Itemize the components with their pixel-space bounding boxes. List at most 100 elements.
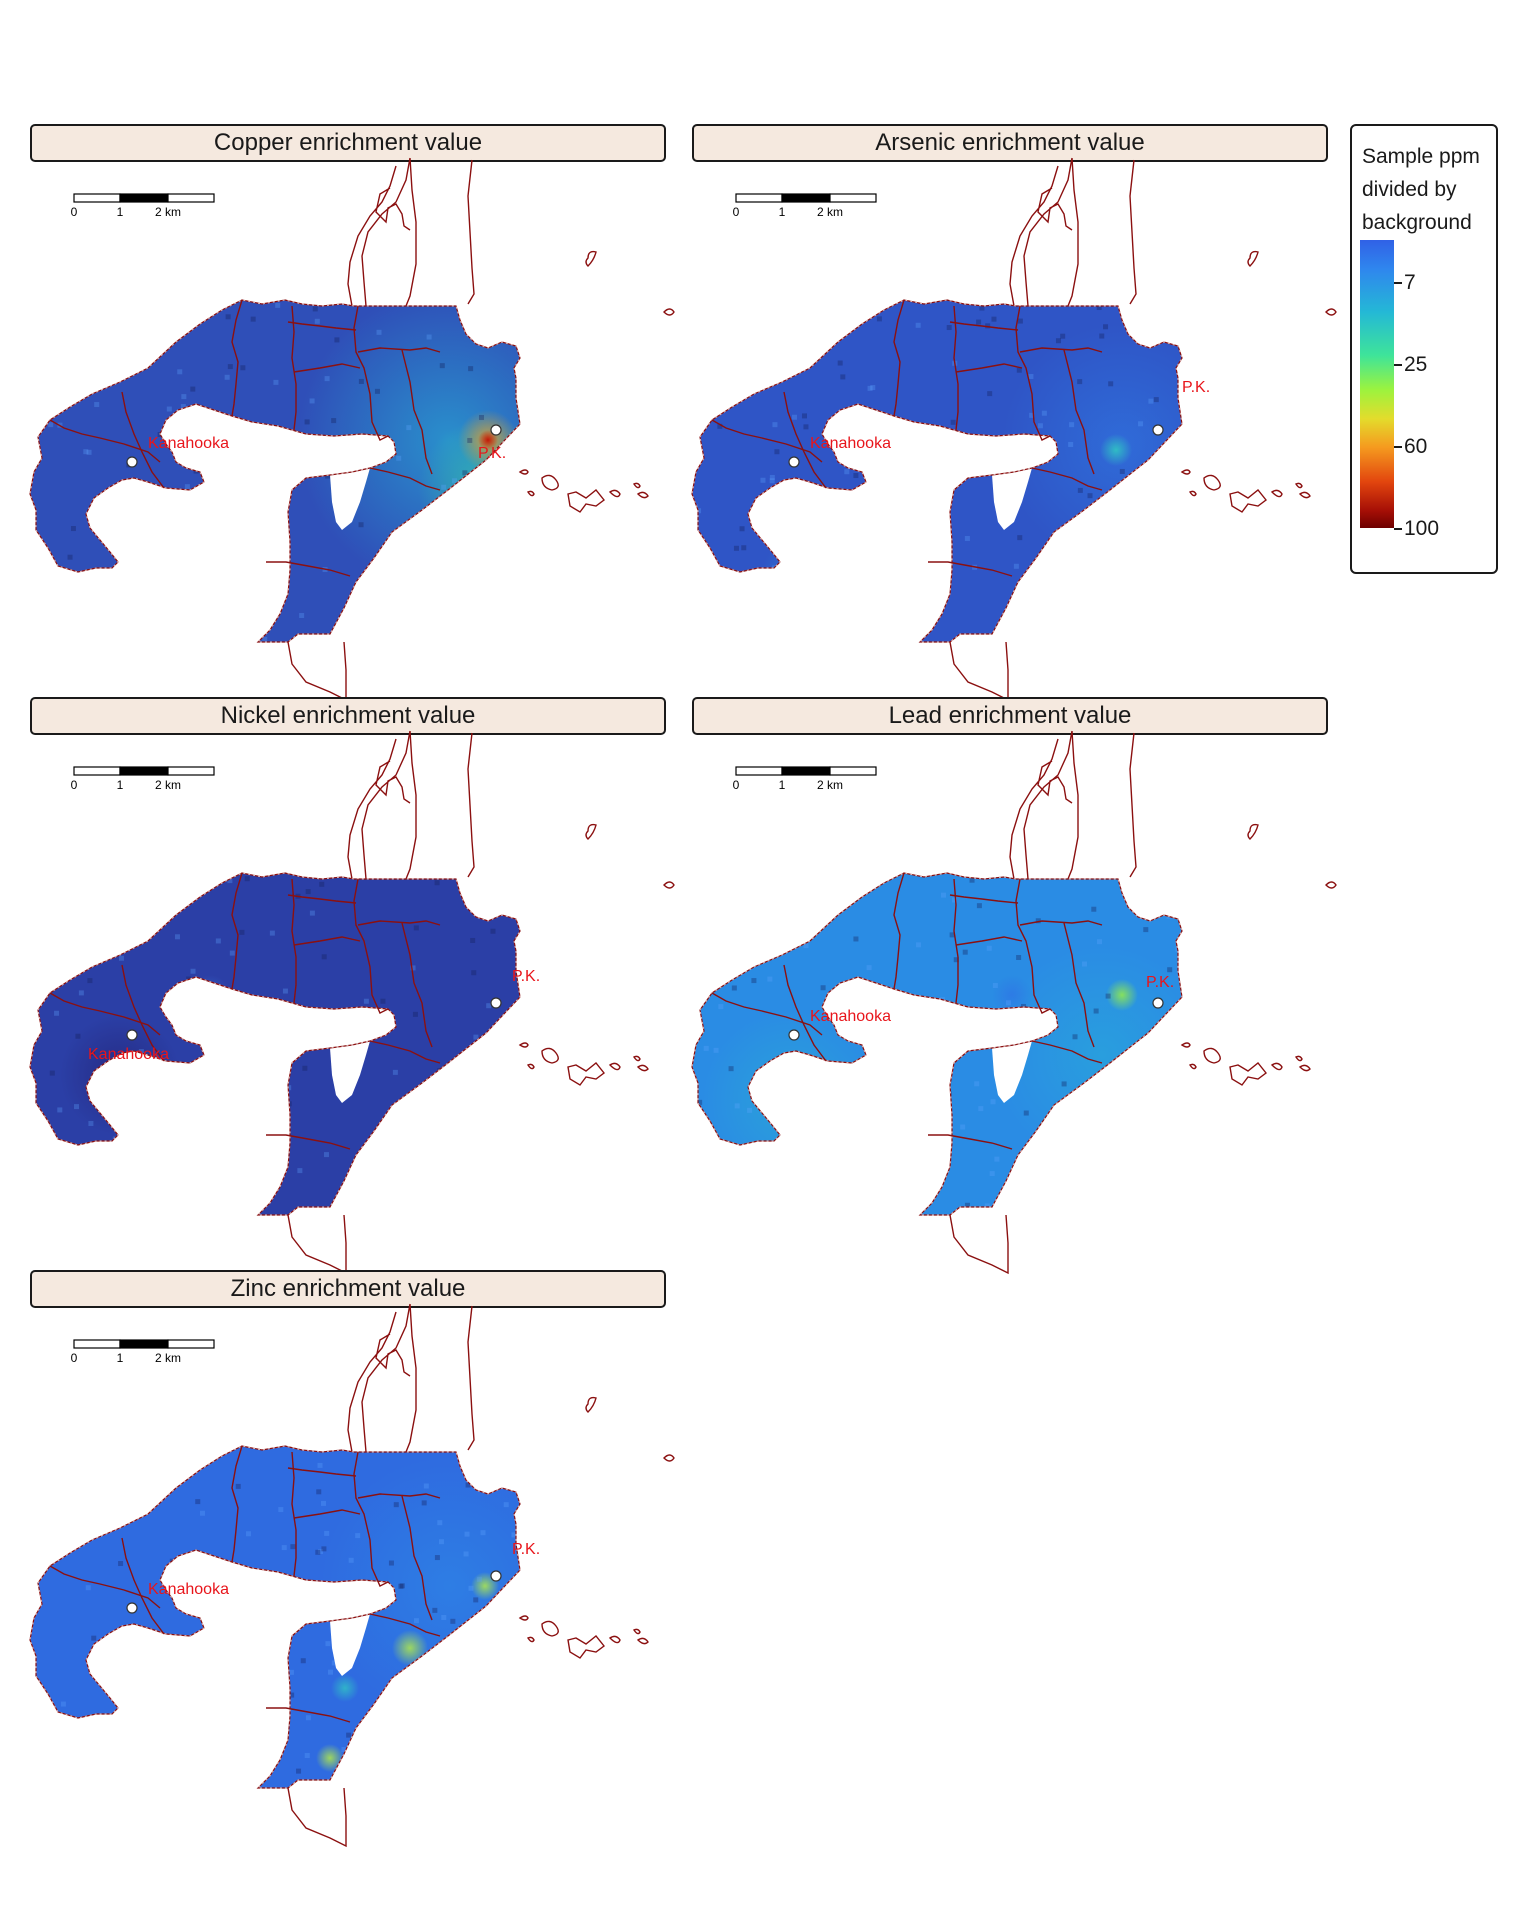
raster-cell	[452, 478, 458, 484]
suburb-boundary	[291, 305, 297, 431]
raster-cell	[499, 1747, 505, 1753]
raster-cell	[1091, 906, 1097, 912]
raster-cell	[58, 1529, 64, 1535]
raster-cell	[429, 540, 435, 546]
raster-cell	[50, 641, 56, 642]
raster-cell	[734, 1103, 740, 1109]
raster-cell	[847, 1113, 853, 1119]
suburb-boundary	[369, 1613, 441, 1637]
raster-cell	[465, 495, 471, 501]
raster-cell	[809, 1110, 815, 1116]
raster-cell	[224, 374, 230, 380]
raster-cell	[60, 1701, 66, 1707]
raster-cell	[697, 1099, 703, 1105]
suburb-boundary	[287, 1467, 357, 1477]
island-outline	[1229, 489, 1267, 513]
raster-cell	[480, 1530, 486, 1536]
raster-cell	[880, 505, 886, 511]
raster-cell	[282, 988, 288, 994]
raster-cell	[73, 1104, 79, 1110]
raster-cell	[860, 549, 866, 555]
island-outline	[585, 250, 597, 267]
raster-cell	[302, 1065, 308, 1071]
raster-cell	[918, 1188, 924, 1194]
raster-cell	[1121, 878, 1127, 884]
raster-cell	[473, 1034, 479, 1040]
raster-cell	[707, 877, 713, 883]
raster-cell	[866, 965, 872, 971]
raster-cell	[386, 1766, 392, 1772]
suburb-boundary	[1063, 349, 1095, 475]
raster-cell	[953, 957, 959, 963]
raster-cell	[413, 1618, 419, 1624]
raster-cell	[393, 1502, 399, 1508]
raster-cell	[473, 1597, 479, 1603]
pk-label: P.K.	[478, 445, 506, 462]
island-outline	[1325, 881, 1337, 889]
raster-cell	[135, 1173, 141, 1179]
raster-cell	[1005, 1000, 1011, 1006]
raster-cell	[1028, 374, 1034, 380]
raster-cell	[317, 1549, 323, 1555]
raster-cell	[851, 512, 857, 518]
suburb-boundary	[1063, 922, 1095, 1048]
raster-cell	[51, 1466, 57, 1472]
raster-cell	[853, 473, 859, 479]
raster-cell	[441, 1614, 447, 1620]
raster-cell	[222, 1188, 228, 1194]
raster-cell	[147, 918, 153, 924]
suburb-boundary	[231, 1445, 243, 1563]
suburb-boundary	[1031, 467, 1103, 491]
spit	[992, 1041, 1032, 1103]
raster-cell	[1016, 367, 1022, 373]
raster-cell	[490, 1154, 496, 1160]
raster-cell	[1123, 506, 1129, 512]
kanahooka-label: Kanahooka	[810, 435, 891, 452]
scale-label: 1	[117, 1351, 124, 1365]
raster-cell	[465, 1482, 471, 1488]
raster-cell	[256, 1594, 262, 1600]
raster-cell	[1157, 506, 1163, 512]
raster-cell	[239, 929, 245, 935]
raster-cell	[1141, 1137, 1147, 1143]
raster-cell	[89, 353, 95, 359]
pk-label: P.K.	[512, 1541, 540, 1558]
raster-cell	[81, 1173, 87, 1179]
raster-cell	[897, 1121, 903, 1127]
raster-cell	[1034, 1200, 1040, 1206]
raster-cell	[717, 423, 723, 429]
raster-cell	[317, 1462, 323, 1468]
raster-cell	[474, 614, 480, 620]
raster-cell	[803, 943, 809, 949]
raster-cell	[115, 1199, 121, 1205]
suburb-boundary	[353, 1451, 389, 1587]
raster-cell	[227, 878, 233, 884]
raster-cell	[754, 585, 760, 591]
raster-cell	[949, 932, 955, 938]
raster-cell	[898, 1134, 904, 1140]
raster-cell	[984, 1024, 990, 1030]
raster-cell	[468, 577, 474, 583]
raster-cell	[248, 1200, 254, 1206]
raster-cell	[970, 1009, 976, 1015]
legend: Sample ppm divided by background 7 25 60…	[1350, 124, 1498, 574]
raster-cell	[392, 1069, 398, 1075]
raster-cell	[447, 1740, 453, 1746]
raster-cell	[358, 522, 364, 528]
raster-cell	[1016, 955, 1022, 961]
raster-cell	[37, 405, 43, 411]
island-outline	[1298, 491, 1311, 499]
hotspot	[1034, 1122, 1070, 1158]
raster-cell	[388, 1560, 394, 1566]
raster-cell	[70, 526, 76, 532]
raster-cell	[214, 472, 220, 478]
suburb-boundary	[401, 349, 433, 475]
raster-cell	[905, 1016, 911, 1022]
raster-cell	[237, 1197, 243, 1203]
raster-cell	[215, 1727, 221, 1733]
legend-title-line-3: background	[1362, 211, 1472, 234]
raster-cell	[381, 1027, 387, 1033]
coastline-south	[287, 1214, 347, 1275]
raster-cell	[527, 1759, 532, 1764]
suburb-boundary	[357, 1493, 441, 1499]
